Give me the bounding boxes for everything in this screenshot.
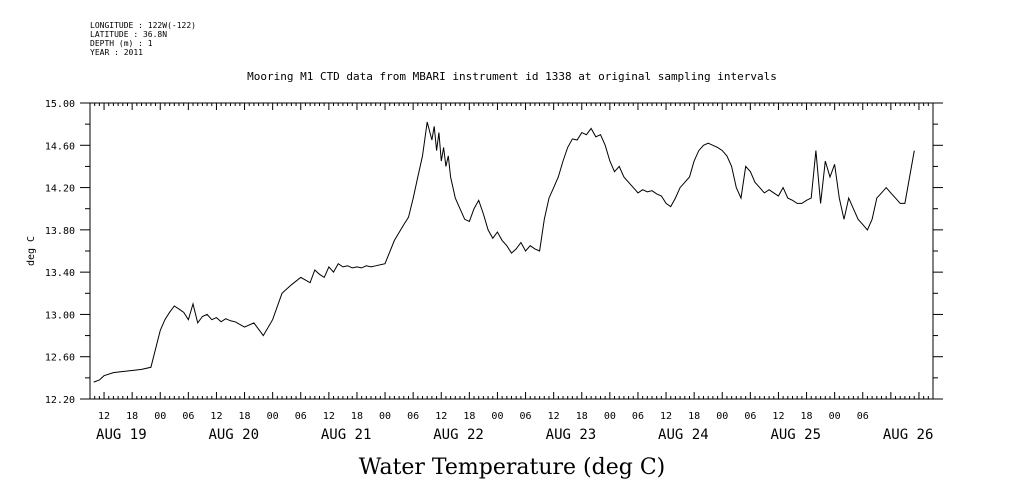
plot-frame bbox=[89, 102, 934, 400]
x-tick-label: 00 bbox=[491, 411, 503, 422]
x-tick-label: 18 bbox=[688, 411, 700, 422]
y-tick-label: 13.00 bbox=[45, 310, 75, 321]
y-tick-label: 13.40 bbox=[45, 268, 75, 279]
x-tick-label: 12 bbox=[323, 411, 335, 422]
x-tick-label: 00 bbox=[379, 411, 391, 422]
year-text: YEAR : 2011 bbox=[90, 48, 143, 57]
x-tick-label: 18 bbox=[126, 411, 138, 422]
x-tick-label: 00 bbox=[829, 411, 841, 422]
x-tick-label: 12 bbox=[435, 411, 447, 422]
metadata-block: LONGITUDE : 122W(-122) LATITUDE : 36.8N … bbox=[90, 21, 196, 57]
x-tick-label: 12 bbox=[772, 411, 784, 422]
x-tick-label: 06 bbox=[744, 411, 756, 422]
y-tick-labels: 12.20 12.60 13.00 13.40 13.80 14.20 14.60 15.00 bbox=[45, 99, 75, 406]
day-label: AUG 22 bbox=[433, 427, 484, 443]
longitude-text: LONGITUDE : 122W(-122) bbox=[90, 21, 196, 30]
x-tick-label: 06 bbox=[295, 411, 307, 422]
y-tick-label: 13.80 bbox=[45, 226, 75, 237]
x-tick-label: 00 bbox=[154, 411, 166, 422]
x-tick-label: 00 bbox=[716, 411, 728, 422]
x-tick-label: 06 bbox=[857, 411, 869, 422]
day-label: AUG 23 bbox=[546, 427, 597, 443]
y-axis-label: deg C bbox=[26, 236, 37, 266]
bottom-title: Water Temperature (deg C) bbox=[359, 455, 666, 480]
y-tick-label: 12.20 bbox=[45, 395, 75, 406]
x-tick-label: 18 bbox=[239, 411, 251, 422]
x-tick-label: 18 bbox=[463, 411, 475, 422]
x-tick-label: 06 bbox=[520, 411, 532, 422]
day-label: AUG 21 bbox=[321, 427, 372, 443]
chart-title: Mooring M1 CTD data from MBARI instrumen… bbox=[247, 70, 777, 83]
temperature-series-line bbox=[93, 121, 915, 383]
x-tick-label: 18 bbox=[801, 411, 813, 422]
x-tick-label: 00 bbox=[267, 411, 279, 422]
x-tick-label: 18 bbox=[351, 411, 363, 422]
day-labels: AUG 19 AUG 20 AUG 21 AUG 22 AUG 23 AUG 24 AUG … bbox=[96, 427, 933, 443]
day-label: AUG 25 bbox=[770, 427, 821, 443]
x-tick-label: 12 bbox=[210, 411, 222, 422]
depth-text: DEPTH (m) : 1 bbox=[90, 39, 153, 48]
y-tick-label: 12.60 bbox=[45, 353, 75, 364]
day-label: AUG 26 bbox=[883, 427, 934, 443]
x-tick-label: 00 bbox=[604, 411, 616, 422]
day-label: AUG 19 bbox=[96, 427, 147, 443]
y-tick-label: 15.00 bbox=[45, 99, 75, 110]
x-tick-label: 06 bbox=[407, 411, 419, 422]
day-label: AUG 24 bbox=[658, 427, 709, 443]
x-tick-label: 18 bbox=[576, 411, 588, 422]
latitude-text: LATITUDE : 36.8N bbox=[90, 30, 168, 39]
axis-ticks bbox=[80, 102, 943, 400]
x-tick-label: 06 bbox=[632, 411, 644, 422]
x-tick-label: 12 bbox=[660, 411, 672, 422]
y-tick-label: 14.60 bbox=[45, 141, 75, 152]
x-tick-labels: 12 18 00 06 12 18 00 06 12 18 00 06 12 18 00 06 12 18 00 06… bbox=[98, 411, 869, 422]
y-tick-label: 14.20 bbox=[45, 184, 75, 195]
day-label: AUG 20 bbox=[208, 427, 259, 443]
x-tick-label: 12 bbox=[548, 411, 560, 422]
x-tick-label: 12 bbox=[98, 411, 110, 422]
x-tick-label: 06 bbox=[182, 411, 194, 422]
